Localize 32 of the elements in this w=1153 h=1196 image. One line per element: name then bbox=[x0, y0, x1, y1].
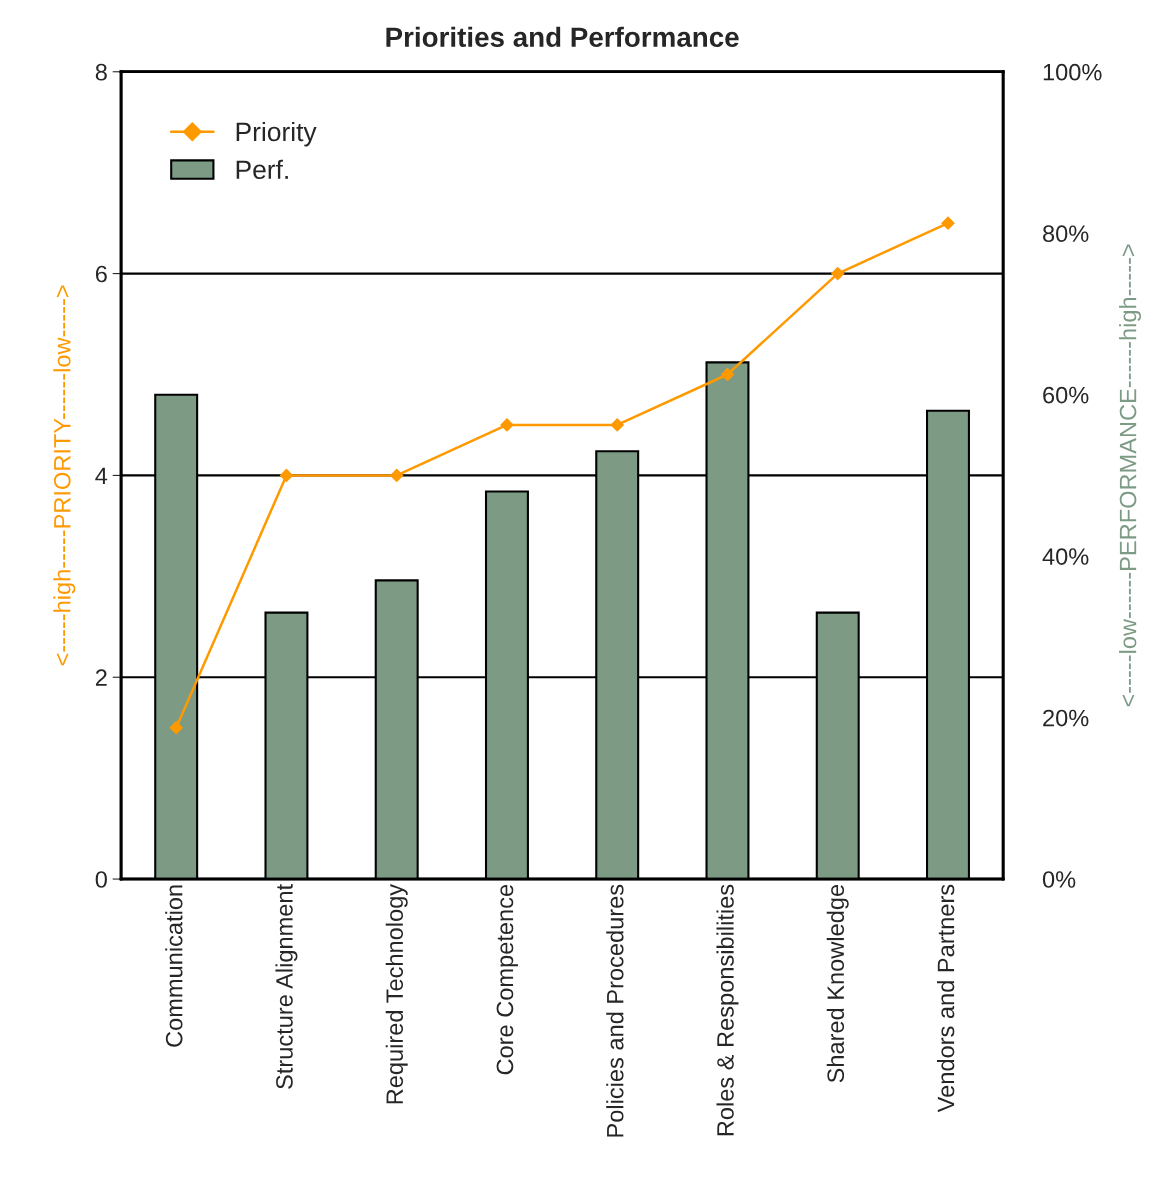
point bbox=[500, 418, 514, 432]
point bbox=[279, 468, 294, 482]
y2-tick-label: 20% bbox=[1043, 709, 1089, 727]
y-tick-label: 4 bbox=[95, 467, 108, 484]
point bbox=[610, 418, 624, 432]
point bbox=[169, 721, 183, 735]
x-tick-label: Vendors and Partners bbox=[936, 884, 955, 1113]
y2-tick-label: 0% bbox=[1042, 871, 1076, 888]
y-axis-title: <-----high-----PRIORITY------low-----> bbox=[53, 285, 76, 666]
x-tick-label: Required Technology bbox=[385, 883, 408, 1104]
y-tick-label: 6 bbox=[95, 265, 107, 283]
y2-tick-label: 100% bbox=[1043, 63, 1102, 81]
x-tick-label: Communication bbox=[165, 885, 183, 1047]
chart-title: Priorities and Performance bbox=[386, 26, 739, 48]
point bbox=[720, 367, 735, 382]
legend-label: Perf. bbox=[236, 159, 288, 180]
x-tick-label: Policies and Procedures bbox=[606, 884, 624, 1137]
x-tick-label: Roles & Responsibilities bbox=[716, 884, 739, 1136]
y2-tick-label: 80% bbox=[1043, 225, 1089, 243]
y-tick-label: 8 bbox=[95, 63, 107, 81]
y2-axis-title: <-----low------PERFORMANCE------high-----> bbox=[1119, 244, 1142, 707]
x-tick-label: Shared Knowledge bbox=[826, 884, 849, 1083]
y2-tick-label: 60% bbox=[1043, 386, 1089, 404]
x-tick-label: Core Competence bbox=[496, 884, 518, 1075]
y2-tick-label: 40% bbox=[1042, 548, 1089, 565]
x-tick-label: Structure Alignment bbox=[275, 884, 298, 1089]
y-tick-label: 2 bbox=[95, 669, 107, 686]
point bbox=[831, 266, 845, 281]
y-tick-label: 0 bbox=[95, 871, 107, 888]
point bbox=[390, 468, 404, 482]
legend-label: Priority bbox=[236, 121, 317, 147]
point bbox=[941, 216, 955, 230]
